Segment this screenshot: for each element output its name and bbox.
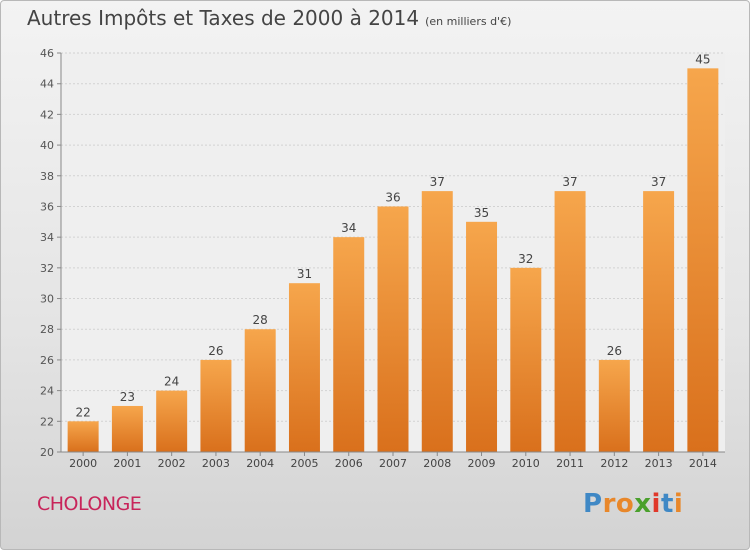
chart-title-text: Autres Impôts et Taxes de 2000 à 2014 [27, 6, 420, 30]
bar-value-label: 37 [651, 175, 666, 189]
y-tick-label: 22 [40, 415, 54, 428]
axes [57, 52, 725, 456]
bar-2013 [643, 191, 675, 452]
bar-value-label: 31 [297, 267, 312, 281]
chart-unit-label: (en milliers d'€) [425, 15, 512, 28]
bar-value-label: 26 [208, 344, 223, 358]
y-tick-label: 30 [40, 293, 54, 306]
y-tick-label: 46 [40, 47, 54, 60]
bar-2010 [510, 267, 542, 452]
y-tick-label: 38 [40, 170, 54, 183]
y-tick-label: 34 [40, 231, 54, 244]
logo-letter: i [651, 489, 661, 519]
bar-2003 [200, 359, 232, 452]
logo-letter: o [615, 489, 635, 519]
x-tick-label: 2003 [202, 457, 230, 470]
x-tick-label: 2011 [556, 457, 584, 470]
y-tick-label: 32 [40, 262, 54, 275]
bar-value-label: 34 [341, 221, 356, 235]
x-tick-label: 2009 [468, 457, 496, 470]
bar-value-label: 23 [120, 390, 135, 404]
bar-2009 [466, 221, 498, 452]
bar-value-label: 24 [164, 375, 179, 389]
x-tick-label: 2002 [158, 457, 186, 470]
logo-letter: t [660, 489, 674, 519]
y-tick-label: 42 [40, 108, 54, 121]
bar-2014 [687, 68, 719, 452]
y-tick-label: 24 [40, 385, 54, 398]
x-tick-label: 2013 [645, 457, 673, 470]
bar-2005 [288, 283, 320, 452]
y-tick-label: 44 [40, 78, 54, 91]
bar-value-label: 35 [474, 206, 489, 220]
bar-2011 [554, 191, 586, 452]
logo-letter: r [602, 489, 616, 519]
labels: 20 22 24 26 28 30 32 34 36 38 40 42 44 46 22 2000 23 2001… [40, 47, 717, 470]
y-tick-label: 40 [40, 139, 54, 152]
x-tick-label: 2008 [423, 457, 451, 470]
bar-2000 [67, 421, 99, 452]
proxiti-logo: Proxiti [583, 489, 683, 519]
x-tick-label: 2007 [379, 457, 407, 470]
x-tick-label: 2004 [246, 457, 274, 470]
bar-value-label: 37 [562, 175, 577, 189]
logo-letter: x [634, 489, 652, 519]
bar-2004 [244, 329, 276, 452]
y-tick-label: 20 [40, 446, 54, 459]
bar-2002 [156, 390, 188, 452]
bars [67, 68, 719, 452]
logo-letter: i [673, 489, 684, 519]
commune-name: CHOLONGE [37, 493, 142, 515]
bar-2006 [333, 237, 365, 452]
x-tick-label: 2000 [69, 457, 97, 470]
x-tick-label: 2005 [290, 457, 318, 470]
chart-title: Autres Impôts et Taxes de 2000 à 2014 (en… [27, 6, 511, 30]
logo-letter: P [583, 489, 603, 519]
bar-2007 [377, 206, 409, 452]
x-tick-label: 2001 [113, 457, 141, 470]
bar-value-label: 37 [430, 175, 445, 189]
y-tick-label: 36 [40, 200, 54, 213]
y-tick-label: 28 [40, 323, 54, 336]
x-tick-label: 2012 [600, 457, 628, 470]
bar-value-label: 36 [385, 190, 400, 204]
bar-2001 [111, 405, 143, 452]
bar-value-label: 45 [695, 52, 710, 66]
bar-value-label: 22 [75, 405, 90, 419]
x-tick-label: 2006 [335, 457, 363, 470]
y-tick-label: 26 [40, 354, 54, 367]
bar-2008 [421, 191, 453, 452]
x-tick-label: 2014 [689, 457, 717, 470]
bar-value-label: 28 [253, 313, 268, 327]
bar-value-label: 32 [518, 252, 533, 266]
bar-value-label: 26 [607, 344, 622, 358]
x-tick-label: 2010 [512, 457, 540, 470]
bar-2012 [598, 359, 630, 452]
